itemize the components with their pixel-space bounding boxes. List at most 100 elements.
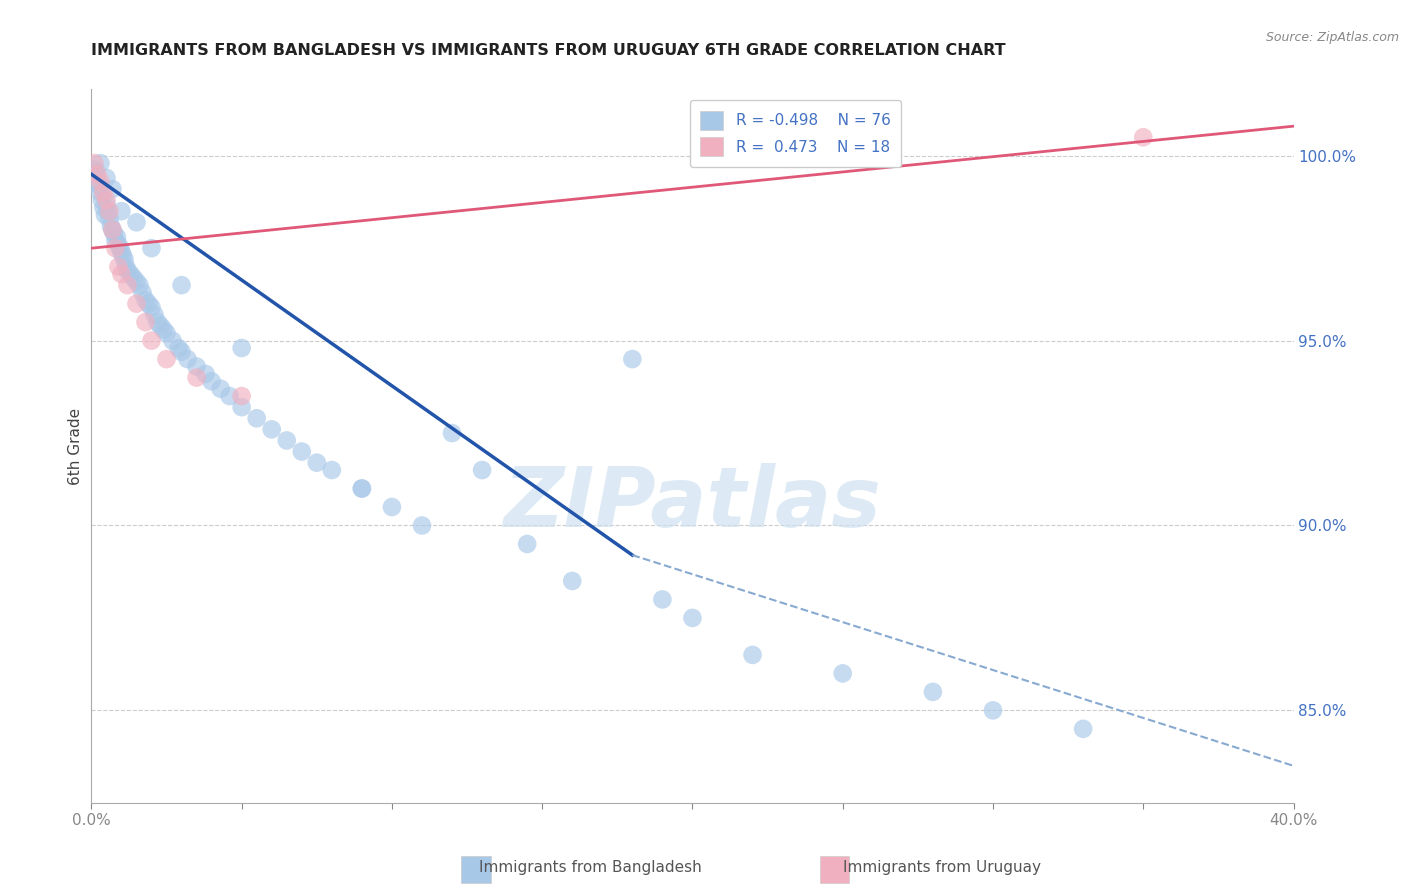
Point [125,215,148,229]
Point [155,352,177,367]
Point [107,237,129,252]
Point [96,196,118,211]
Point [471,463,494,477]
Point [120,267,142,281]
Point [94,208,117,222]
Point [134,315,156,329]
Point [651,592,673,607]
Point [350,482,373,496]
Point [89,175,111,189]
Point [89,156,111,170]
Point [260,422,283,436]
Point [1132,130,1154,145]
Point [621,352,644,367]
Point [981,703,1004,717]
Legend: R = -0.498    N = 76, R =  0.473    N = 18: R = -0.498 N = 76, R = 0.473 N = 18 [690,101,901,167]
Point [90,193,112,207]
Point [93,201,115,215]
Point [103,227,125,241]
Y-axis label: 6th Grade: 6th Grade [67,408,83,484]
Point [741,648,763,662]
Point [110,267,132,281]
Point [87,178,110,193]
Point [209,382,232,396]
Point [128,278,150,293]
Point [104,241,127,255]
Point [218,389,240,403]
Point [922,685,945,699]
Point [152,322,174,336]
Point [108,241,131,255]
FancyBboxPatch shape [820,856,849,883]
Point [101,182,124,196]
Point [561,574,583,588]
Point [86,175,108,189]
Point [117,278,139,293]
Point [101,223,124,237]
Point [104,234,127,248]
Point [131,285,153,300]
Point [115,260,138,274]
Point [110,244,132,259]
Text: Immigrants from Bangladesh: Immigrants from Bangladesh [479,861,702,875]
Point [83,167,105,181]
Point [134,293,156,307]
Point [110,204,132,219]
Point [831,666,853,681]
Point [246,411,269,425]
Point [162,334,184,348]
Point [170,344,193,359]
Point [97,204,120,219]
Point [89,186,111,200]
Point [516,537,538,551]
Point [141,301,163,315]
Point [101,223,124,237]
Point [141,241,163,255]
Text: ZIPatlas: ZIPatlas [503,463,882,543]
Point [231,341,253,355]
Point [149,318,172,333]
FancyBboxPatch shape [461,856,491,883]
Point [84,163,107,178]
Point [201,374,224,388]
Text: IMMIGRANTS FROM BANGLADESH VS IMMIGRANTS FROM URUGUAY 6TH GRADE CORRELATION CHAR: IMMIGRANTS FROM BANGLADESH VS IMMIGRANTS… [91,43,1007,58]
Point [170,278,193,293]
Point [1071,722,1094,736]
Point [125,275,148,289]
Point [138,296,160,310]
Point [276,434,298,448]
Point [194,367,217,381]
Point [93,186,115,200]
Point [96,170,118,185]
Point [114,252,136,267]
Point [291,444,314,458]
Point [305,456,328,470]
Point [231,389,253,403]
Point [167,341,190,355]
Point [100,219,122,233]
Point [143,308,166,322]
Point [186,359,208,374]
Point [321,463,343,477]
Point [186,370,208,384]
Text: Immigrants from Uruguay: Immigrants from Uruguay [844,861,1040,875]
Point [155,326,177,341]
Point [111,249,134,263]
Point [83,156,105,170]
Point [107,260,129,274]
Point [350,482,373,496]
Point [86,167,108,181]
Point [231,400,253,414]
Point [141,334,163,348]
Point [122,270,145,285]
Point [125,296,148,310]
Text: Source: ZipAtlas.com: Source: ZipAtlas.com [1265,31,1399,45]
Point [146,315,169,329]
Point [381,500,404,514]
Point [441,425,464,440]
Point [105,230,128,244]
Point [96,193,118,207]
Point [411,518,433,533]
Point [681,611,703,625]
Point [98,204,121,219]
